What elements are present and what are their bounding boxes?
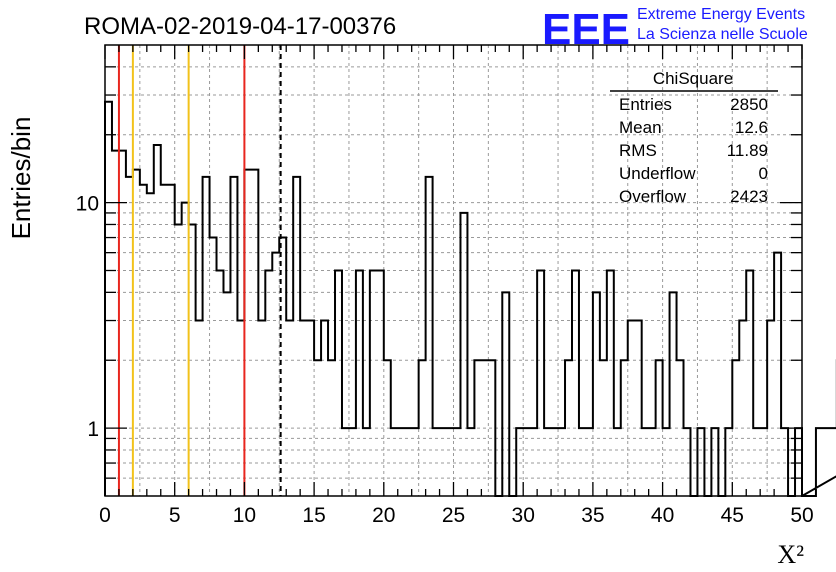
- reference-lines: [117, 45, 282, 496]
- histogram-bin: [168, 185, 175, 496]
- histogram-bin: [133, 170, 140, 496]
- eee-logo: EEE Extreme Energy Events La Scienza nel…: [542, 5, 808, 54]
- run-title: ROMA-02-2019-04-17-00376: [84, 13, 396, 40]
- y-axis: 1 10: [76, 66, 802, 479]
- logo-line-1: Extreme Energy Events: [637, 6, 805, 23]
- histogram-bin: [670, 292, 677, 496]
- histogram-bin: [335, 271, 342, 497]
- x-tick-label: 10: [233, 504, 256, 527]
- histogram-bin: [210, 238, 217, 496]
- histogram-bin: [217, 271, 224, 497]
- histogram-bin: [223, 292, 230, 496]
- logo-line-2: La Scienza nelle Scuole: [637, 26, 808, 43]
- stats-label: Entries: [619, 95, 672, 114]
- stats-box: ChiSquare Entries 2850 Mean 12.6 RMS 11.89 Und…: [610, 69, 778, 206]
- histogram-bin: [739, 321, 746, 496]
- histogram-bin: [572, 271, 579, 497]
- histogram-bin: [607, 271, 614, 497]
- x-tick-label: 15: [302, 504, 325, 527]
- stats-value: 0: [759, 164, 768, 183]
- histogram-bin: [265, 271, 272, 497]
- x-tick-label: 50: [790, 504, 813, 527]
- histogram-bin: [830, 428, 836, 496]
- histogram: [104, 100, 836, 497]
- histogram-bin: [279, 238, 286, 496]
- stats-value: 2423: [730, 187, 768, 206]
- stats-value: 2850: [730, 95, 768, 114]
- histogram-bin: [286, 321, 293, 496]
- histogram-bin: [321, 321, 328, 496]
- histogram-bin: [774, 253, 781, 496]
- histogram-bin: [628, 321, 635, 496]
- stats-label: Underflow: [619, 164, 696, 183]
- histogram-bin: [147, 193, 154, 496]
- histogram-bin: [140, 185, 147, 496]
- histogram-bin: [258, 321, 265, 496]
- x-tick-label: 5: [169, 504, 181, 527]
- stats-label: Mean: [619, 118, 662, 137]
- y-tick-label: 1: [87, 418, 99, 441]
- y-axis-title: Entries/bin: [6, 117, 36, 240]
- histogram-bin: [237, 321, 244, 496]
- stats-label: Overflow: [619, 187, 687, 206]
- histogram-bin: [746, 271, 753, 497]
- logo-letters: EEE: [542, 5, 630, 54]
- histogram-bin: [244, 170, 251, 496]
- histogram-bin: [251, 170, 258, 496]
- stats-value: 11.89: [727, 141, 768, 160]
- stats-value: 12.6: [735, 118, 768, 137]
- x-axis-title: X²: [777, 540, 804, 569]
- x-axis: 0 5 10 15 20 25 30 35 40 45 50: [99, 45, 814, 527]
- histogram-bin: [502, 292, 509, 496]
- histogram-bin: [460, 213, 467, 496]
- x-tick-label: 45: [721, 504, 744, 527]
- histogram-bin: [272, 253, 279, 496]
- histogram-bin: [182, 203, 189, 496]
- histogram-bin: [161, 185, 168, 496]
- histogram-bin: [307, 321, 314, 496]
- histogram-bin: [105, 102, 112, 496]
- histogram-bin: [537, 271, 544, 497]
- x-tick-label: 0: [99, 504, 111, 527]
- x-tick-label: 40: [651, 504, 674, 527]
- x-tick-label: 35: [581, 504, 604, 527]
- y-tick-label: 10: [76, 193, 99, 216]
- x-tick-label: 20: [372, 504, 395, 527]
- histogram-bin: [635, 321, 642, 496]
- stats-label: RMS: [619, 141, 657, 160]
- histogram-bin: [377, 271, 384, 497]
- histogram-bin: [196, 321, 203, 496]
- histogram-step-line: [104, 100, 836, 497]
- histogram-bin: [300, 321, 307, 496]
- histogram-bin: [593, 292, 600, 496]
- stats-name: ChiSquare: [653, 69, 733, 88]
- histogram-bin: [370, 271, 377, 497]
- histogram-bin: [767, 321, 774, 496]
- x-tick-label: 25: [442, 504, 465, 527]
- histogram-bin: [356, 271, 363, 497]
- x-tick-label: 30: [512, 504, 535, 527]
- histogram-bin: [823, 428, 830, 496]
